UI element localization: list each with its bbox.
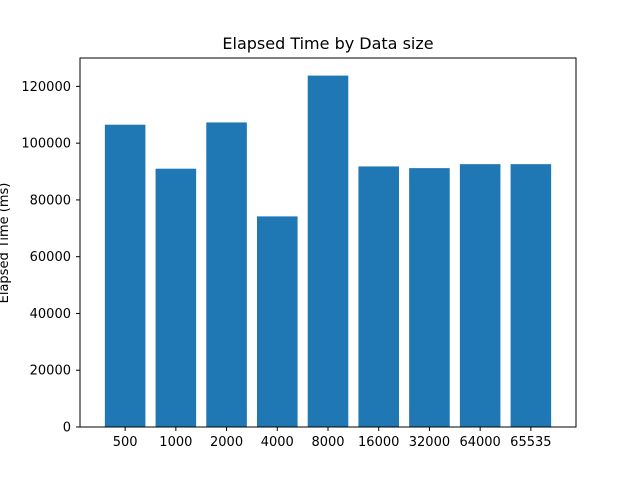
bar-500 xyxy=(104,124,146,427)
chart-title: Elapsed Time by Data size xyxy=(222,34,433,53)
y-tick-label: 20000 xyxy=(30,364,71,379)
x-tick-label: 32000 xyxy=(409,435,450,450)
x-tick-label: 8000 xyxy=(311,435,344,450)
y-tick-label: 0 xyxy=(63,421,71,436)
y-tick-label: 80000 xyxy=(30,193,71,208)
bar-1000 xyxy=(155,168,197,427)
y-tick-label: 40000 xyxy=(30,307,71,322)
bar-32000 xyxy=(409,168,450,427)
x-tick-label: 16000 xyxy=(358,435,399,450)
bar-2000 xyxy=(206,122,247,427)
bar-65535 xyxy=(510,164,552,428)
x-tick-label: 4000 xyxy=(261,435,294,450)
bar-4000 xyxy=(256,216,298,427)
x-tick-label: 65535 xyxy=(510,435,551,450)
x-tick-label: 1000 xyxy=(159,435,192,450)
bar-64000 xyxy=(459,164,501,428)
bar-16000 xyxy=(358,166,400,427)
y-tick-label: 60000 xyxy=(30,250,71,265)
plot-area-frame xyxy=(79,57,577,428)
x-tick-label: 2000 xyxy=(210,435,243,450)
x-axis-ticks: 500 1000 2000 4000 8000 16000 32000 64000 65535 xyxy=(113,427,552,450)
bar-8000 xyxy=(307,75,349,428)
y-axis-label: Elapsed Time (ms) xyxy=(0,183,12,304)
y-tick-label: 120000 xyxy=(21,80,71,95)
bars-group xyxy=(104,75,552,428)
x-tick-label: 500 xyxy=(113,435,138,450)
y-axis-ticks: 0 20000 40000 60000 80000 100000 120000 xyxy=(21,80,80,436)
x-tick-label: 64000 xyxy=(459,435,500,450)
y-tick-label: 100000 xyxy=(21,137,71,152)
